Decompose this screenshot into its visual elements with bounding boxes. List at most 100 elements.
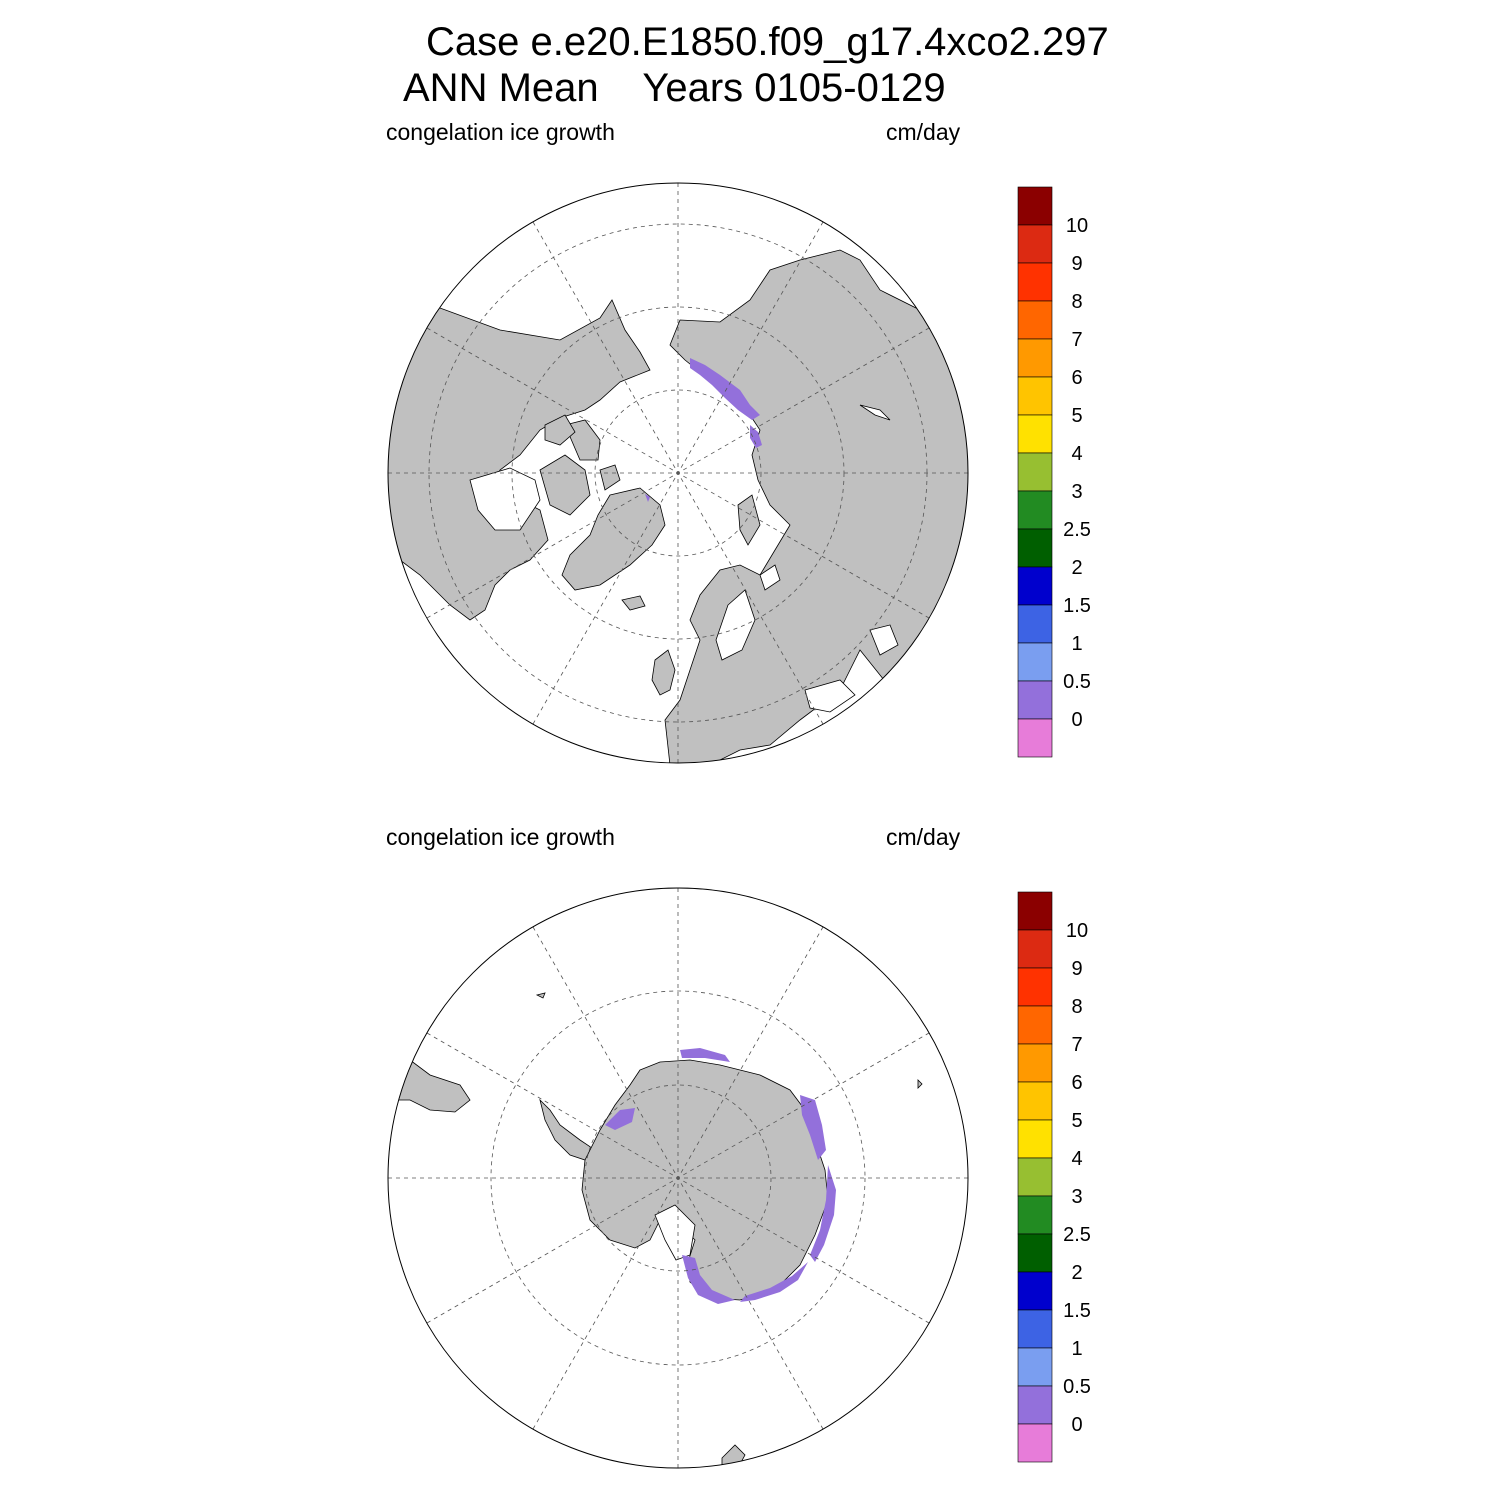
north-colorbar-swatch [1017,642,1053,682]
lake-baikal [859,404,891,421]
weddell-ice-growth [605,1108,635,1130]
north-colorbar-label: 2 [1071,557,1082,579]
north-units-label: cm/day [886,119,961,145]
north-colorbar-label: 3 [1071,481,1082,503]
archipelago-island [599,464,621,491]
white-sea [759,564,781,591]
north-land-group [388,249,968,763]
north-colorbar-label: 1.5 [1063,595,1091,617]
north-colorbar-label: 10 [1066,215,1088,237]
north-colorbar-label: 7 [1071,329,1082,351]
south-colorbar-swatch [1017,1233,1053,1273]
north-colorbar-label: 0.5 [1063,671,1091,693]
plot-title-case: Case e.e20.E1850.f09_g17.4xco2.297 [426,20,1109,64]
south-colorbar-label: 1 [1071,1338,1082,1360]
north-variable-label: congelation ice growth [386,119,615,145]
north-ice-growth [645,358,762,502]
iceland-land [621,595,646,611]
south-colorbar-swatch [1017,1005,1053,1045]
south-colorbar-swatch [1017,967,1053,1007]
black-sea [804,679,856,713]
south-colorbar-label: 10 [1066,920,1088,942]
south-colorbar-label: 0.5 [1063,1376,1091,1398]
north-colorbar-swatch [1017,224,1053,264]
south-colorbar-label: 6 [1071,1072,1082,1094]
south-polar-map [387,887,969,1469]
south-units-label: cm/day [886,824,961,850]
south-colorbar-swatch [1017,1423,1053,1463]
east-antarctica-ice-growth-southeast [810,1165,836,1262]
south-colorbar-swatch [1017,1347,1053,1387]
greenland-ice-growth [645,494,650,502]
baffin-island [539,454,591,516]
victoria-island [544,414,576,446]
south-georgia [535,992,546,999]
south-colorbar-label: 8 [1071,996,1082,1018]
north-colorbar-label: 5 [1071,405,1082,427]
south-graticule [388,888,968,1468]
north-colorbar-swatch [1017,528,1053,568]
south-colorbar-label: 0 [1071,1414,1082,1436]
north-graticule [388,183,968,763]
south-colorbar: 10 9 8 7 6 5 4 3 2.5 2 1.5 1 0.5 0 [1017,891,1091,1463]
north-colorbar-swatch [1017,300,1053,340]
novaya-zemlya [737,494,761,546]
siberian-coast-ice-growth [690,358,760,420]
south-colorbar-swatch [1017,1081,1053,1121]
north-america-land [388,299,651,621]
ross-ice-growth [682,1255,735,1304]
north-colorbar-swatch [1017,566,1053,606]
north-colorbar-label: 6 [1071,367,1082,389]
north-colorbar-label: 9 [1071,253,1082,275]
hudson-bay [469,467,541,531]
south-colorbar-swatch [1017,1309,1053,1349]
south-map-border [387,887,969,1469]
south-colorbar-swatch [1017,1043,1053,1083]
south-colorbar-swatch [1017,1157,1053,1197]
south-colorbar-swatch [1017,1195,1053,1235]
south-colorbar-swatch [1017,1119,1053,1159]
north-colorbar-swatch [1017,414,1053,454]
north-polar-map [387,182,969,764]
south-colorbar-label: 9 [1071,958,1082,980]
south-colorbar-swatch [1017,891,1053,931]
baltic-sea [715,589,756,661]
north-colorbar-swatch [1017,186,1053,226]
ross-sea [654,1204,696,1261]
kerguelen-island [917,1079,923,1089]
north-colorbar-label: 4 [1071,443,1082,465]
great-britain [651,649,676,696]
south-colorbar-swatch [1017,1271,1053,1311]
north-colorbar-label: 1 [1071,633,1082,655]
north-colorbar-swatch [1017,338,1053,378]
north-colorbar-label: 2.5 [1063,519,1091,541]
south-colorbar-label: 7 [1071,1034,1082,1056]
plot-title-period: ANN Mean Years 0105-0129 [403,66,946,110]
south-colorbar-label: 2.5 [1063,1224,1091,1246]
north-colorbar-swatch [1017,718,1053,758]
north-colorbar-swatch [1017,680,1053,720]
south-colorbar-swatch [1017,929,1053,969]
north-colorbar-swatch [1017,604,1053,644]
south-colorbar-label: 3 [1071,1186,1082,1208]
south-colorbar-label: 4 [1071,1148,1082,1170]
east-antarctica-ice-growth-east [800,1095,826,1160]
south-colorbar-label: 2 [1071,1262,1082,1284]
north-map-border [387,182,969,764]
south-variable-label: congelation ice growth [386,824,615,850]
caspian-sea [869,624,899,656]
north-colorbar-swatch [1017,452,1053,492]
north-colorbar: 10 9 8 7 6 5 4 3 2.5 2 1.5 1 0.5 0 [1017,186,1091,758]
south-colorbar-label: 1.5 [1063,1300,1091,1322]
laptev-ice-growth [750,425,762,448]
south-land-group [388,992,923,1468]
south-ice-growth [605,1048,836,1304]
east-antarctica-ice-growth-north [680,1048,730,1062]
greenland-land [561,487,666,591]
wilkes-ice-growth [740,1262,808,1302]
north-colorbar-label: 0 [1071,709,1082,731]
north-colorbar-swatch [1017,262,1053,302]
south-colorbar-swatch [1017,1385,1053,1425]
north-colorbar-swatch [1017,376,1053,416]
